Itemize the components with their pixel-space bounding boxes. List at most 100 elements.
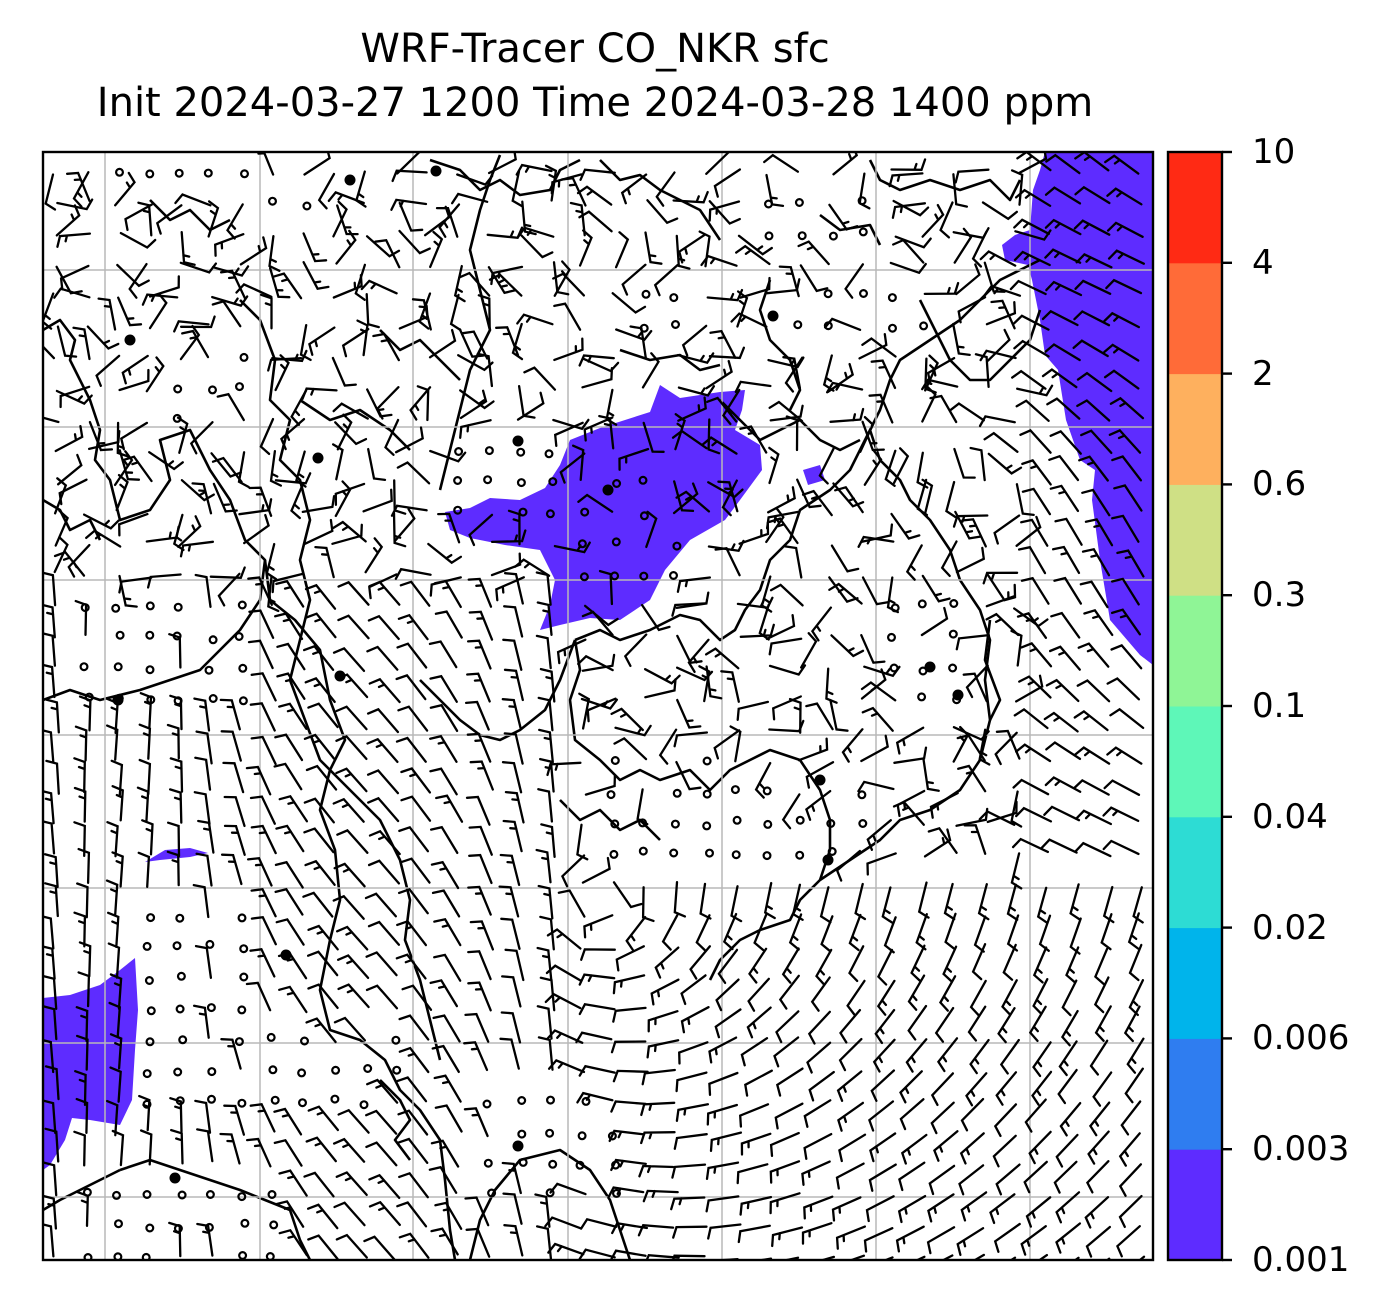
wind-barb (715, 978, 740, 1012)
wind-barb (1065, 946, 1080, 984)
wind-barb (768, 637, 803, 656)
calm-wind-circle (639, 511, 649, 521)
colorbar (1168, 152, 1222, 1261)
wind-barb (905, 544, 923, 581)
wind-barb (523, 366, 557, 391)
wind-barb (921, 478, 934, 516)
wind-barb (196, 1128, 214, 1163)
wind-barb (610, 707, 644, 732)
wind-barb (769, 404, 804, 422)
wind-barb (581, 653, 616, 672)
wind-barb (331, 443, 344, 481)
wind-barb (788, 697, 802, 734)
wind-barb (579, 168, 616, 181)
wind-barb (825, 381, 864, 394)
wind-barb (675, 760, 702, 791)
wind-barb (884, 449, 897, 487)
wind-barb (476, 352, 494, 388)
wind-barb (179, 315, 216, 329)
wind-barb (399, 857, 431, 884)
wind-barb (857, 535, 895, 548)
calm-wind-circle (142, 1189, 152, 1199)
wind-barb (714, 1008, 742, 1039)
wind-barb (43, 571, 57, 607)
wind-barb (945, 480, 957, 519)
colorbar-segment (1168, 927, 1222, 1039)
wind-barb (43, 632, 57, 667)
wind-barb (59, 385, 91, 409)
wind-barb (394, 426, 424, 454)
wind-barb (332, 273, 363, 299)
wind-barb (278, 794, 309, 823)
wind-barb (642, 421, 665, 453)
wind-barb (366, 707, 400, 734)
wind-barb (907, 1004, 928, 1041)
wind-barb (248, 609, 275, 639)
wind-barb (105, 879, 119, 916)
wind-barb (993, 1103, 1018, 1138)
wind-barb (969, 446, 986, 482)
wind-barb (278, 702, 308, 730)
wind-barb (302, 891, 334, 918)
wind-barb (43, 974, 58, 1010)
wind-barb (74, 1070, 87, 1107)
colorbar-segment (1168, 1149, 1222, 1261)
wind-barb (739, 623, 775, 638)
wind-barb (336, 829, 369, 854)
wind-barb (550, 173, 583, 195)
wind-barb (209, 566, 246, 579)
wind-barb (82, 513, 120, 530)
wind-barb (828, 582, 863, 605)
wind-barb (87, 430, 121, 451)
wind-barb (366, 769, 400, 795)
wind-barb (111, 1129, 125, 1167)
wind-barb (331, 523, 363, 545)
colorbar-tick-label: 0.1 (1252, 686, 1307, 726)
wind-barb (469, 760, 494, 791)
wind-barb (335, 1171, 368, 1197)
wind-barb (1020, 576, 1050, 605)
calm-wind-circle (948, 629, 958, 639)
wind-barb (763, 153, 800, 173)
wind-barb (661, 914, 679, 951)
wind-barb (553, 337, 584, 362)
wind-barb (1113, 484, 1143, 512)
calm-wind-circle (517, 1129, 527, 1139)
wind-barb (1103, 343, 1140, 362)
wind-barb (938, 975, 957, 1012)
wind-barb (333, 862, 366, 888)
wind-barb (985, 583, 1017, 608)
wind-barb (1083, 608, 1114, 637)
colorbar-tick-label: 0.006 (1252, 1018, 1350, 1059)
wind-barb (166, 821, 181, 858)
wind-barb (118, 512, 149, 537)
wind-barb (1055, 1222, 1082, 1254)
wind-barb (302, 644, 335, 671)
calm-wind-circle (174, 168, 184, 178)
wind-barb (923, 281, 960, 296)
wind-barb (1073, 310, 1111, 327)
calm-wind-circle (548, 1159, 558, 1169)
wind-barb (671, 429, 708, 450)
wind-barb (180, 231, 196, 266)
wind-barb (934, 1006, 955, 1043)
wind-barb (581, 367, 614, 389)
calm-wind-circle (762, 786, 772, 796)
wind-barb (899, 1070, 923, 1104)
wind-barb (753, 913, 768, 952)
wind-barb (430, 860, 460, 890)
wind-barb (681, 324, 708, 357)
wind-barb (43, 945, 56, 980)
wind-barb (801, 489, 833, 517)
wind-barb (249, 795, 276, 825)
colorbar-segment (1168, 1038, 1222, 1150)
calm-wind-circle (113, 662, 123, 672)
wind-barb (810, 976, 831, 1012)
wind-barb (863, 1227, 894, 1253)
wind-barb (785, 415, 799, 452)
wind-barb (799, 264, 829, 293)
wind-barb (700, 254, 738, 267)
wind-barb (331, 356, 357, 387)
wind-barb (278, 985, 308, 1014)
